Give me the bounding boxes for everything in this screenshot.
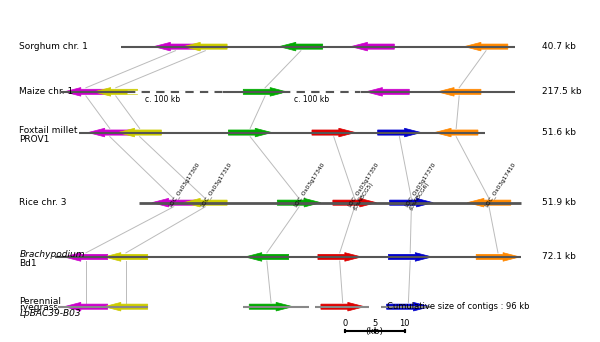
FancyArrow shape bbox=[377, 128, 421, 137]
Text: Brachypodium: Brachypodium bbox=[19, 250, 85, 259]
Text: 51.6 kb: 51.6 kb bbox=[542, 128, 576, 137]
FancyArrow shape bbox=[333, 198, 376, 207]
Text: 5: 5 bbox=[372, 319, 377, 328]
FancyArrow shape bbox=[434, 128, 478, 137]
Text: c. 100 kb: c. 100 kb bbox=[295, 95, 329, 105]
Text: Cumulative size of contigs : 96 kb: Cumulative size of contigs : 96 kb bbox=[386, 302, 529, 311]
FancyArrow shape bbox=[104, 302, 148, 311]
FancyArrow shape bbox=[312, 128, 356, 137]
FancyArrow shape bbox=[152, 198, 196, 207]
Text: Rice chr. 3: Rice chr. 3 bbox=[19, 198, 67, 207]
FancyArrow shape bbox=[243, 88, 287, 96]
Text: 51.9 kb: 51.9 kb bbox=[542, 198, 576, 207]
FancyArrow shape bbox=[386, 302, 430, 311]
FancyArrow shape bbox=[351, 42, 394, 51]
FancyArrow shape bbox=[94, 88, 137, 96]
FancyArrow shape bbox=[365, 88, 409, 96]
Text: LOC_Os03g17340: LOC_Os03g17340 bbox=[293, 161, 326, 208]
FancyArrow shape bbox=[318, 253, 362, 261]
Text: Foxtail millet: Foxtail millet bbox=[19, 126, 78, 135]
FancyArrow shape bbox=[64, 88, 107, 96]
Text: LpBAC39-B03: LpBAC39-B03 bbox=[19, 310, 81, 318]
FancyArrow shape bbox=[249, 302, 293, 311]
FancyArrow shape bbox=[154, 42, 197, 51]
Text: 10: 10 bbox=[399, 319, 410, 328]
Text: 40.7 kb: 40.7 kb bbox=[542, 42, 576, 51]
Text: Perennial: Perennial bbox=[19, 297, 61, 306]
Text: 217.5 kb: 217.5 kb bbox=[542, 87, 581, 96]
Text: LOC_Os03g17310: LOC_Os03g17310 bbox=[200, 161, 233, 208]
Text: LOC_Os03g17300: LOC_Os03g17300 bbox=[167, 161, 201, 208]
FancyArrow shape bbox=[437, 88, 481, 96]
FancyArrow shape bbox=[104, 253, 148, 261]
FancyArrow shape bbox=[279, 42, 323, 51]
Text: Bd1: Bd1 bbox=[19, 259, 37, 268]
FancyArrow shape bbox=[88, 128, 131, 137]
FancyArrow shape bbox=[464, 42, 508, 51]
FancyArrow shape bbox=[476, 253, 520, 261]
FancyArrow shape bbox=[245, 253, 289, 261]
FancyArrow shape bbox=[64, 253, 107, 261]
FancyArrow shape bbox=[321, 302, 365, 311]
FancyArrow shape bbox=[118, 128, 161, 137]
FancyArrow shape bbox=[277, 198, 321, 207]
FancyArrow shape bbox=[184, 198, 227, 207]
FancyArrow shape bbox=[467, 198, 511, 207]
Text: PROV1: PROV1 bbox=[19, 135, 50, 144]
FancyArrow shape bbox=[229, 128, 272, 137]
Text: 0: 0 bbox=[342, 319, 347, 328]
FancyArrow shape bbox=[64, 302, 107, 311]
Text: Maize chr. 1: Maize chr. 1 bbox=[19, 87, 74, 96]
Text: ryegrass: ryegrass bbox=[19, 303, 58, 312]
FancyArrow shape bbox=[389, 198, 433, 207]
Text: 72.1 kb: 72.1 kb bbox=[542, 252, 576, 261]
Text: Sorghum chr. 1: Sorghum chr. 1 bbox=[19, 42, 88, 51]
FancyArrow shape bbox=[184, 42, 227, 51]
FancyArrow shape bbox=[388, 253, 432, 261]
Text: c. 100 kb: c. 100 kb bbox=[145, 95, 180, 105]
Text: LOC_Os03g17410: LOC_Os03g17410 bbox=[484, 161, 517, 208]
Text: (kb): (kb) bbox=[365, 327, 383, 336]
Text: LOC_Os03g17370
(OsABCG6): LOC_Os03g17370 (OsABCG6) bbox=[403, 161, 442, 211]
Text: LOC_Os03g17350
(OsABCG5): LOC_Os03g17350 (OsABCG5) bbox=[347, 161, 385, 211]
